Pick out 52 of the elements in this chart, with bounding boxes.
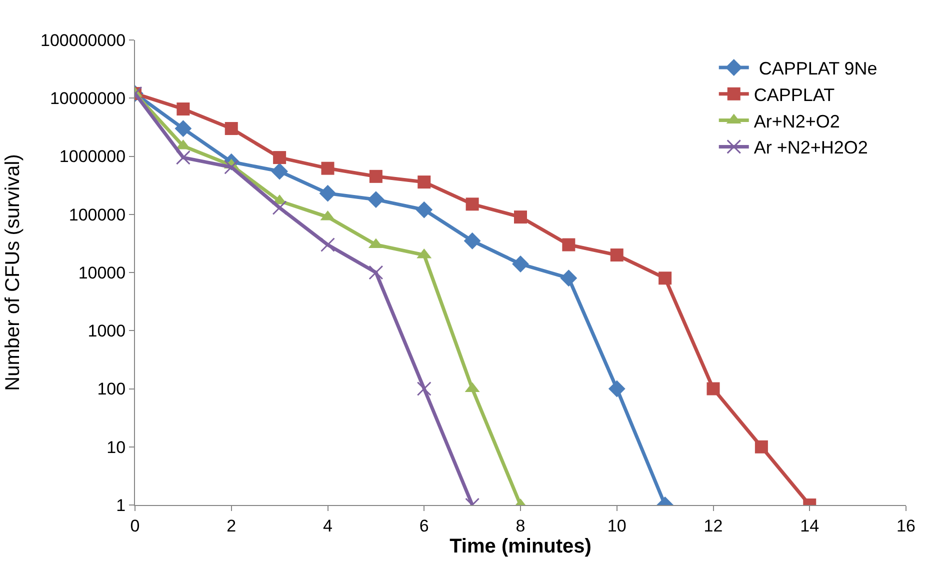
x-tick-label: 2 (226, 516, 236, 536)
y-tick-label: 10000000 (50, 89, 126, 108)
y-tick-label: 100000000 (40, 30, 126, 50)
point (416, 382, 432, 396)
point (368, 265, 384, 280)
y-tick-label: 100 (97, 380, 126, 399)
point (176, 150, 190, 165)
point (608, 380, 626, 398)
point (224, 160, 239, 174)
x-tick-label: 6 (419, 516, 429, 536)
point (512, 256, 529, 272)
point (369, 170, 382, 183)
point (224, 122, 238, 136)
x-tick-label: 4 (323, 516, 332, 536)
x-axis-title: Time (minutes) (450, 535, 592, 558)
x-tick-label: 14 (800, 516, 820, 536)
y-tick-label: 10 (106, 438, 126, 457)
legend-label: Ar+N2+O2 (754, 111, 840, 132)
point (176, 102, 190, 116)
y-tick-label: 1000000 (59, 147, 126, 166)
point (464, 232, 481, 250)
legend-label: CAPPLAT (754, 84, 835, 105)
point (321, 162, 334, 175)
x-tick-label: 12 (704, 516, 723, 536)
point (418, 176, 431, 189)
point (658, 272, 672, 285)
point (272, 200, 287, 215)
point (174, 120, 192, 137)
y-axis-title: Number of CFUs (survival) (2, 154, 24, 391)
legend-label: Ar +N2+H2O2 (754, 138, 868, 158)
point (706, 382, 720, 396)
point (466, 198, 479, 211)
x-tick-label: 10 (607, 516, 626, 536)
legend-label: CAPPLAT 9Ne (754, 58, 878, 79)
point (273, 151, 286, 164)
point (319, 184, 336, 202)
point (610, 248, 624, 262)
point (560, 270, 578, 287)
point (754, 440, 768, 454)
y-tick-label: 1000 (88, 322, 126, 341)
point (320, 238, 335, 252)
x-tick-label: 8 (516, 516, 526, 536)
point (416, 201, 433, 218)
point (367, 191, 384, 208)
y-tick-label: 1 (116, 496, 126, 515)
y-tick-label: 10000 (78, 263, 126, 282)
x-tick-label: 0 (130, 516, 140, 536)
x-tick-label: 16 (896, 516, 916, 536)
y-tick-label: 100000 (68, 205, 126, 224)
point (271, 162, 288, 180)
point (562, 238, 576, 252)
point (514, 210, 527, 224)
